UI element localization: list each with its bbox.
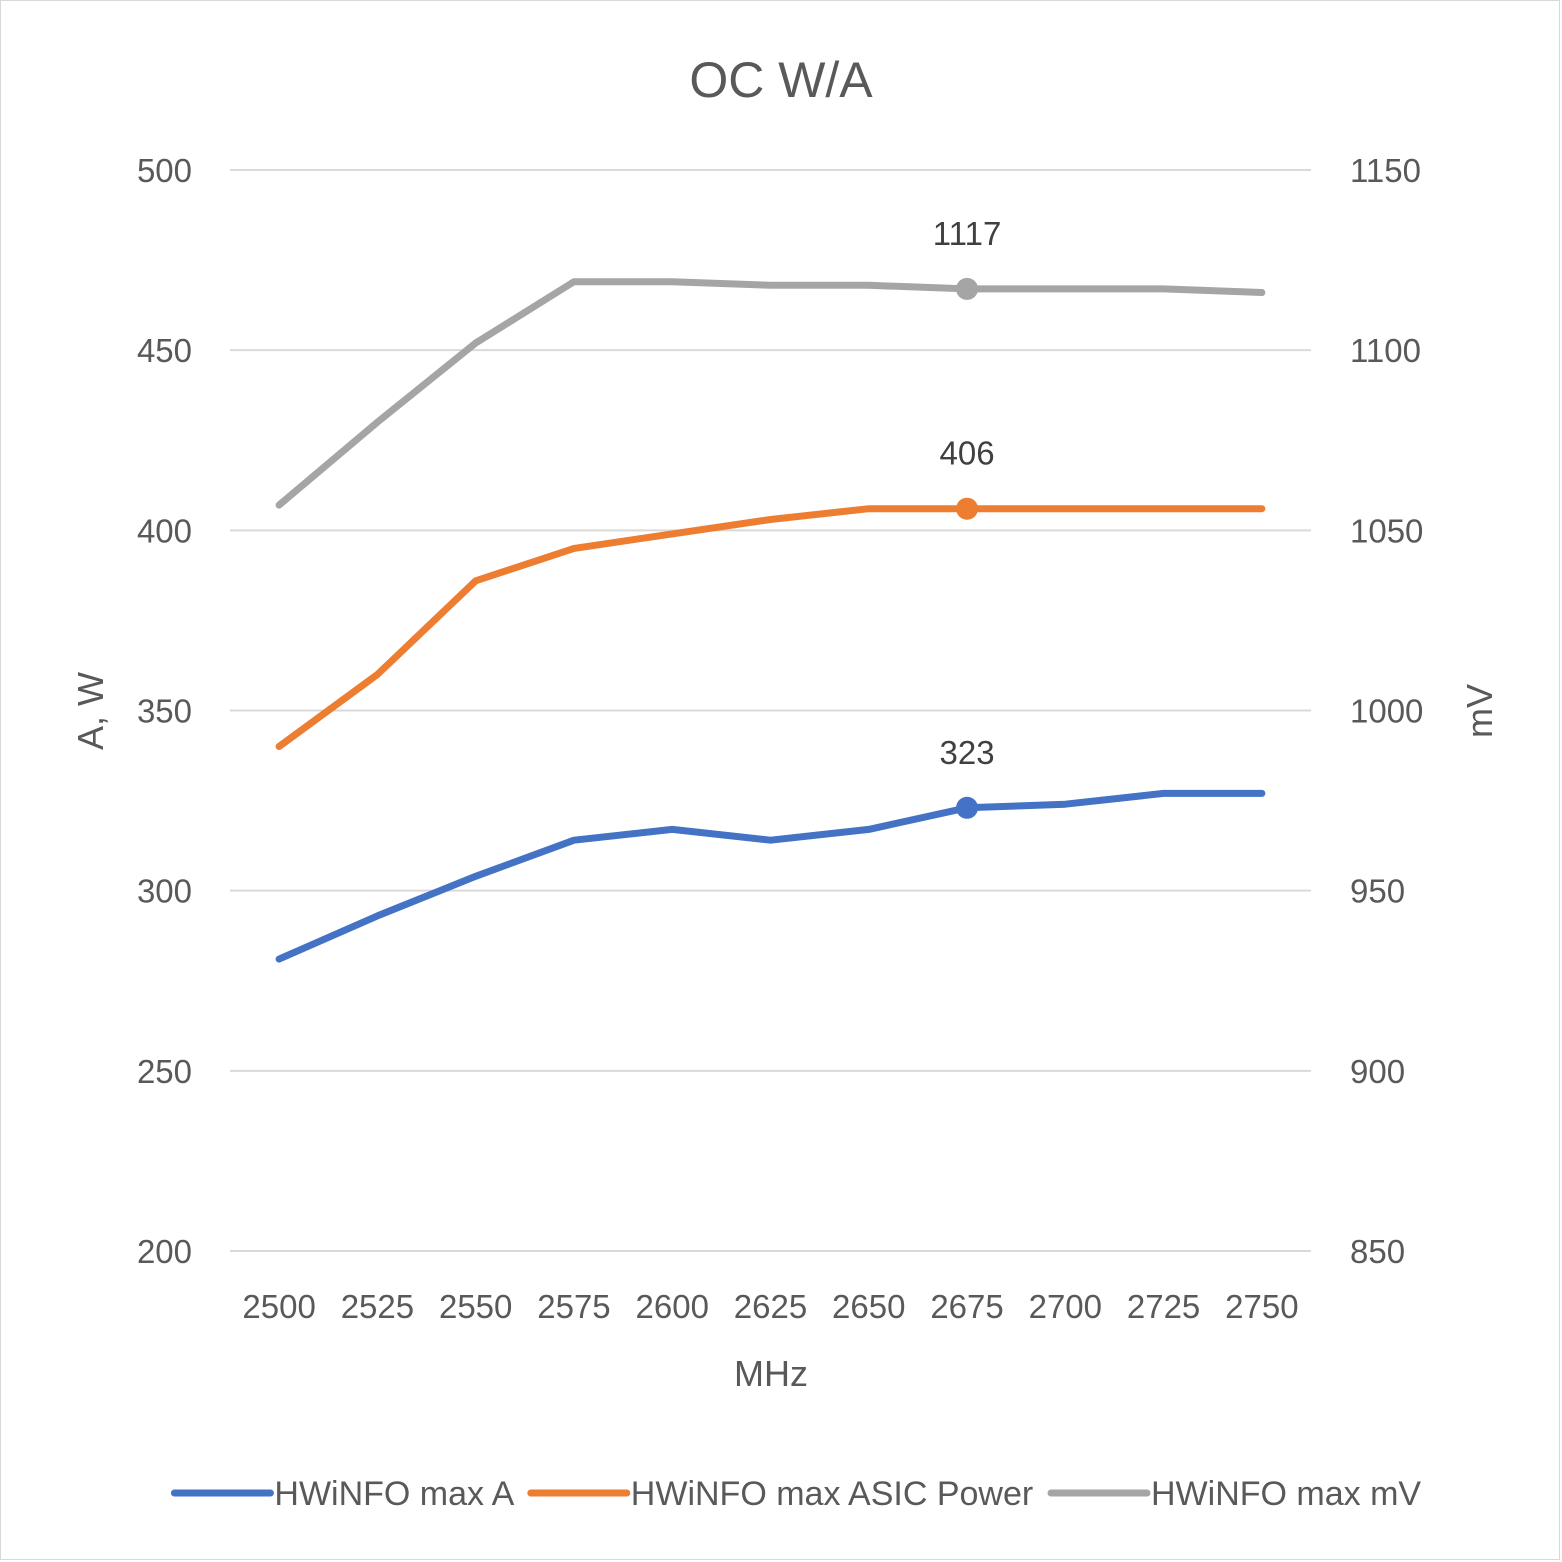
- y2-tick-label: 1150: [1350, 152, 1421, 189]
- x-tick-label: 2650: [832, 1288, 905, 1325]
- right-axis-ticks: 850 900 950 1000 1050 1100 1150: [1350, 152, 1423, 1270]
- y-tick-label: 350: [137, 693, 192, 730]
- legend-label: HWiNFO max A: [274, 1475, 514, 1513]
- x-tick-label: 2575: [537, 1288, 610, 1325]
- x-tick-label: 2550: [439, 1288, 512, 1325]
- y-tick-label: 400: [137, 512, 192, 549]
- y2-tick-label: 950: [1350, 873, 1405, 910]
- legend-label: HWiNFO max ASIC Power: [631, 1475, 1033, 1513]
- y-tick-label: 200: [137, 1233, 192, 1270]
- y2-axis-title: mV: [1459, 684, 1500, 738]
- x-tick-label: 2675: [930, 1288, 1003, 1325]
- data-label: 406: [940, 435, 995, 472]
- series-line: [275, 789, 1266, 963]
- data-point-marker: [956, 796, 979, 819]
- data-label: 1117: [933, 215, 1002, 252]
- data-labels: 323 406 1117: [933, 215, 1002, 771]
- x-tick-label: 2500: [242, 1288, 315, 1325]
- y-tick-label: 450: [137, 332, 192, 369]
- data-point-marker: [956, 277, 979, 300]
- x-tick-label: 2750: [1225, 1288, 1298, 1325]
- left-axis-ticks: 200 250 300 350 400 450 500: [137, 152, 192, 1270]
- x-axis-title: MHz: [734, 1353, 808, 1394]
- data-label: 323: [940, 734, 995, 771]
- data-point-marker: [956, 497, 979, 520]
- x-tick-label: 2700: [1029, 1288, 1102, 1325]
- x-tick-label: 2625: [734, 1288, 807, 1325]
- x-tick-label: 2600: [636, 1288, 709, 1325]
- x-tick-label: 2525: [341, 1288, 414, 1325]
- gridlines: [230, 169, 1311, 1252]
- y-tick-label: 250: [137, 1053, 192, 1090]
- y-tick-label: 300: [137, 873, 192, 910]
- series-line: [275, 278, 1266, 509]
- y2-tick-label: 1050: [1350, 512, 1423, 549]
- y2-tick-label: 1100: [1350, 332, 1421, 369]
- y2-tick-label: 1000: [1350, 693, 1423, 730]
- legend-label: HWiNFO max mV: [1151, 1475, 1421, 1513]
- y-axis-title: A, W: [70, 672, 111, 750]
- series-line: [275, 505, 1266, 750]
- x-axis-ticks: 2500 2525 2550 2575 2600 2625 2650 2675 2700 2725…: [242, 1288, 1298, 1325]
- y-tick-label: 500: [137, 152, 192, 189]
- series-lines: [275, 278, 1266, 963]
- chart-title: OC W/A: [689, 52, 873, 108]
- series-markers: [956, 277, 979, 819]
- y2-tick-label: 850: [1350, 1233, 1405, 1270]
- x-tick-label: 2725: [1127, 1288, 1200, 1325]
- legend: HWiNFO max A HWiNFO max ASIC Power HWiNFO …: [170, 1475, 1421, 1513]
- y2-tick-label: 900: [1350, 1053, 1405, 1090]
